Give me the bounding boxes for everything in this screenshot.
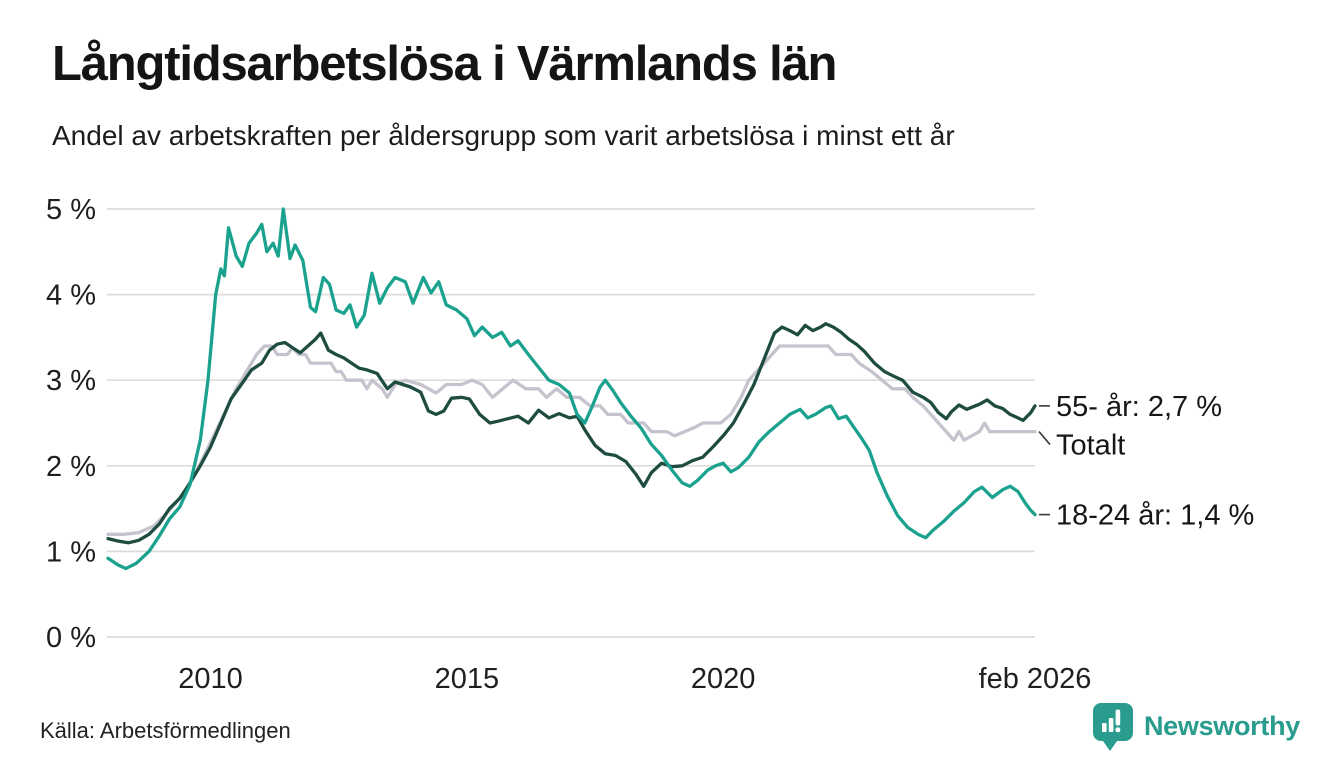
series-end-label-totalt: Totalt — [1056, 430, 1125, 462]
line-chart: 0 % 1 % 2 % 3 % 4 % 5 % 2010 2015 2020 feb 2026 To… — [0, 150, 1340, 710]
series-end-label-18-24-år: 18-24 år: 1,4 % — [1056, 500, 1254, 532]
y-tick-label: 1 % — [46, 536, 96, 568]
x-tick-label: 2020 — [691, 663, 756, 695]
x-tick-label: feb 2026 — [979, 663, 1092, 695]
series-line-55--år — [106, 322, 1037, 545]
y-tick-label: 4 % — [46, 280, 96, 312]
newsworthy-logo: Newsworthy — [1091, 698, 1300, 754]
series-end-label-55--år: 55- år: 2,7 % — [1056, 391, 1222, 423]
series-line-totalt — [106, 344, 1037, 536]
page-title: Långtidsarbetslösa i Värmlands län — [52, 37, 837, 91]
series-line-18-24-år — [106, 207, 1037, 571]
x-tick-label: 2010 — [178, 663, 243, 695]
source-note: Källa: Arbetsförmedlingen — [40, 718, 291, 743]
y-tick-label: 2 % — [46, 451, 96, 483]
y-tick-label: 5 % — [46, 194, 96, 226]
newsworthy-wordmark: Newsworthy — [1143, 710, 1300, 741]
chart-subtitle: Andel av arbetskraften per åldersgrupp s… — [52, 120, 955, 151]
x-tick-label: 2015 — [435, 663, 500, 695]
label-connector — [1038, 431, 1051, 446]
y-tick-label: 3 % — [46, 365, 96, 397]
y-tick-label: 0 % — [46, 622, 96, 654]
newsworthy-bubble-chart-icon — [1091, 699, 1135, 753]
chart-canvas: 0 % 1 % 2 % 3 % 4 % 5 % 2010 2015 2020 feb 2026 To… — [46, 194, 1254, 695]
